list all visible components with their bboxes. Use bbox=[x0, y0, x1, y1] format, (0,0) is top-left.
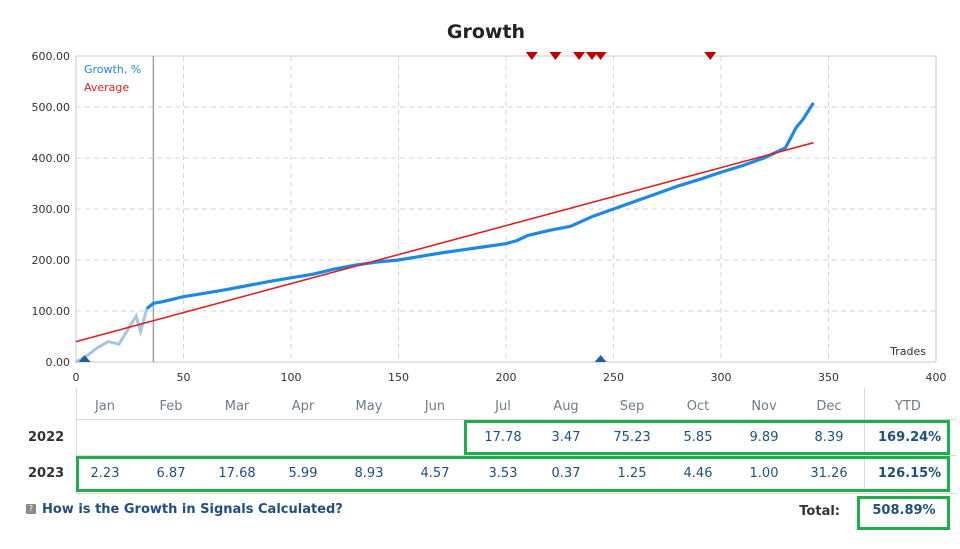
month-value: 1.25 bbox=[617, 466, 647, 481]
x-tick-label: 50 bbox=[177, 371, 191, 384]
y-tick-label: 100.00 bbox=[32, 305, 71, 318]
red-trade-marker bbox=[704, 52, 717, 60]
red-trade-marker bbox=[525, 52, 538, 60]
x-tick-label: 0 bbox=[73, 371, 80, 384]
month-value: 0.37 bbox=[551, 466, 581, 481]
y-tick-label: 600.00 bbox=[32, 50, 71, 63]
growth-chart: Growth 0 50 100 150 200 250 300 350 400 0.00 100.0… bbox=[32, 21, 947, 384]
y-tick-label: 0.00 bbox=[46, 356, 71, 369]
blue-trade-marker bbox=[594, 355, 607, 362]
month-header: Sep bbox=[619, 399, 645, 414]
x-tick-label: 300 bbox=[711, 371, 732, 384]
trade-markers bbox=[78, 52, 717, 362]
month-header: Oct bbox=[686, 399, 710, 414]
month-value: 8.39 bbox=[814, 430, 844, 445]
month-value: 3.47 bbox=[551, 430, 581, 445]
month-header: Nov bbox=[751, 399, 777, 414]
month-value: 1.00 bbox=[749, 466, 779, 481]
chart-title: Growth bbox=[447, 21, 525, 43]
month-value: 3.53 bbox=[488, 466, 518, 481]
y-tick-label: 300.00 bbox=[32, 203, 71, 216]
month-header: Dec bbox=[816, 399, 842, 414]
month-value: 17.68 bbox=[218, 466, 256, 481]
x-axis-label: Trades bbox=[889, 345, 926, 358]
highlight-total bbox=[857, 496, 950, 530]
month-value: 31.26 bbox=[810, 466, 848, 481]
month-value: 4.46 bbox=[683, 466, 713, 481]
series-lines bbox=[75, 102, 815, 364]
legend: Growth, % Average bbox=[84, 63, 141, 94]
month-value: 5.85 bbox=[683, 430, 713, 445]
ytd-value: 126.15% bbox=[878, 466, 942, 481]
month-header: Jan bbox=[94, 399, 116, 414]
axes: 0 50 100 150 200 250 300 350 400 0.00 100.00 200.00… bbox=[32, 50, 947, 384]
month-header: Jul bbox=[495, 399, 511, 414]
highlight-2022 bbox=[464, 420, 950, 455]
red-trade-marker bbox=[549, 52, 562, 60]
x-tick-label: 150 bbox=[388, 371, 409, 384]
average-line bbox=[75, 141, 814, 343]
month-value: 2.23 bbox=[90, 466, 120, 481]
month-value: 6.87 bbox=[156, 466, 186, 481]
help-icon[interactable]: ? bbox=[26, 504, 36, 514]
x-tick-label: 100 bbox=[281, 371, 302, 384]
month-header: Apr bbox=[291, 399, 315, 414]
month-value: 9.89 bbox=[749, 430, 779, 445]
month-value: 5.99 bbox=[288, 466, 318, 481]
growth-line bbox=[145, 102, 815, 310]
red-trade-marker bbox=[573, 52, 586, 60]
grid bbox=[75, 55, 937, 363]
total-value: 508.89% bbox=[872, 503, 936, 518]
month-value: 4.57 bbox=[420, 466, 450, 481]
y-tick-label: 500.00 bbox=[32, 101, 71, 114]
month-value: 17.78 bbox=[484, 430, 522, 445]
x-tick-label: 200 bbox=[496, 371, 517, 384]
blue-trade-marker bbox=[78, 355, 91, 362]
growth-calculation-link[interactable]: How is the Growth in Signals Calculated? bbox=[42, 502, 343, 517]
legend-average: Average bbox=[84, 81, 129, 94]
x-tick-label: 350 bbox=[818, 371, 839, 384]
month-header: May bbox=[355, 399, 383, 414]
month-value: 8.93 bbox=[354, 466, 384, 481]
growth-history-line bbox=[75, 302, 155, 364]
y-tick-label: 200.00 bbox=[32, 254, 71, 267]
highlight-2023 bbox=[76, 456, 950, 492]
month-header: Jun bbox=[424, 399, 446, 414]
year-2023-label: 2023 bbox=[28, 466, 65, 481]
y-tick-label: 400.00 bbox=[32, 152, 71, 165]
legend-growth: Growth, % bbox=[84, 63, 141, 76]
month-header: Feb bbox=[159, 399, 183, 414]
red-trade-marker bbox=[594, 52, 607, 60]
month-value: 75.23 bbox=[613, 430, 651, 445]
red-trade-marker bbox=[586, 52, 598, 60]
total-label: Total: bbox=[799, 504, 840, 519]
x-tick-label: 400 bbox=[926, 371, 947, 384]
month-header: Aug bbox=[553, 399, 579, 414]
year-2022-label: 2022 bbox=[28, 430, 65, 445]
ytd-header: YTD bbox=[895, 399, 921, 414]
ytd-value: 169.24% bbox=[878, 430, 942, 445]
x-tick-label: 250 bbox=[603, 371, 624, 384]
month-header: Mar bbox=[224, 399, 250, 414]
